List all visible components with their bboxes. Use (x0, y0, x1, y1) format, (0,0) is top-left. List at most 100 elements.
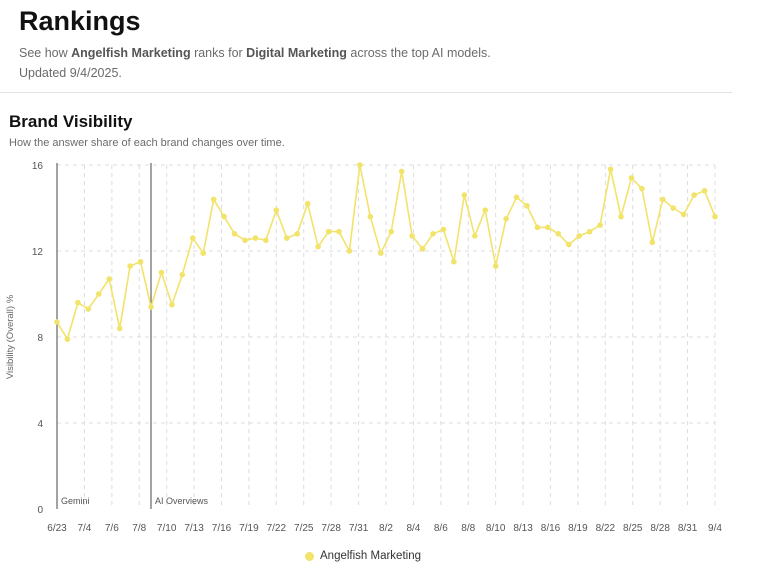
data-point[interactable] (712, 213, 718, 220)
header-divider (0, 92, 732, 93)
x-tick-label: 8/13 (513, 523, 533, 534)
y-tick-label: 8 (37, 333, 43, 344)
legend-label: Angelfish Marketing (320, 550, 421, 562)
topic-name: Digital Marketing (246, 46, 347, 60)
data-point[interactable] (576, 233, 583, 239)
data-point[interactable] (680, 211, 687, 218)
data-point[interactable] (451, 258, 457, 265)
data-point[interactable] (565, 241, 572, 248)
data-point[interactable] (440, 226, 447, 233)
x-tick-label: 7/13 (184, 523, 204, 534)
chart-subtitle: How the answer share of each brand chang… (9, 137, 285, 149)
annotation-label: AI Overviews (155, 496, 209, 506)
data-point[interactable] (555, 231, 562, 237)
data-point[interactable] (137, 258, 144, 265)
data-point[interactable] (75, 299, 81, 306)
x-tick-label: 8/4 (406, 523, 420, 534)
data-point[interactable] (158, 269, 165, 276)
data-point[interactable] (252, 235, 259, 241)
data-point[interactable] (409, 233, 415, 239)
x-tick-label: 8/19 (568, 523, 588, 534)
data-point[interactable] (419, 246, 426, 252)
chart-title: Brand Visibility (9, 112, 133, 131)
data-point[interactable] (294, 231, 301, 237)
chart-legend[interactable]: Angelfish Marketing (305, 550, 421, 562)
x-tick-label: 8/25 (623, 523, 643, 534)
data-point[interactable] (670, 205, 677, 211)
data-point[interactable] (503, 215, 509, 222)
data-point[interactable] (471, 233, 478, 239)
data-point[interactable] (85, 306, 92, 312)
data-point[interactable] (492, 263, 499, 269)
x-tick-label: 7/19 (239, 523, 259, 534)
data-point[interactable] (628, 175, 635, 181)
data-point[interactable] (273, 207, 280, 213)
data-point[interactable] (659, 196, 666, 203)
subtitle-prefix: See how (19, 46, 72, 60)
y-axis-label: Visibility (Overall) % (5, 294, 16, 379)
data-point[interactable] (169, 301, 175, 308)
x-tick-label: 6/23 (47, 523, 67, 534)
data-point[interactable] (210, 196, 217, 203)
data-point[interactable] (691, 192, 697, 198)
x-tick-label: 8/8 (461, 523, 475, 534)
x-tick-label: 7/16 (212, 523, 232, 534)
data-point[interactable] (482, 207, 489, 213)
data-point[interactable] (64, 336, 71, 342)
data-point[interactable] (189, 235, 196, 241)
data-point[interactable] (524, 203, 530, 209)
x-tick-label: 7/6 (105, 523, 119, 534)
y-tick-label: 0 (37, 505, 43, 516)
y-tick-label: 16 (32, 161, 44, 172)
data-point[interactable] (607, 166, 614, 173)
data-point[interactable] (336, 228, 342, 235)
data-point[interactable] (231, 231, 238, 237)
data-point[interactable] (398, 168, 405, 175)
data-point[interactable] (597, 222, 603, 228)
data-point[interactable] (388, 228, 395, 235)
data-point[interactable] (148, 304, 154, 310)
data-point[interactable] (221, 213, 227, 220)
data-point[interactable] (618, 213, 624, 220)
data-point[interactable] (430, 231, 436, 237)
data-point[interactable] (54, 319, 60, 325)
y-tick-label: 4 (37, 419, 43, 430)
data-point[interactable] (586, 228, 593, 235)
x-tick-label: 9/4 (708, 523, 722, 534)
data-point[interactable] (513, 194, 520, 201)
data-point[interactable] (242, 237, 248, 244)
data-point[interactable] (179, 271, 186, 278)
x-tick-label: 8/22 (596, 523, 616, 534)
data-point[interactable] (200, 250, 207, 256)
data-point[interactable] (461, 192, 468, 198)
data-point[interactable] (95, 291, 102, 297)
x-tick-label: 8/28 (650, 523, 670, 534)
data-point[interactable] (127, 263, 133, 269)
x-tick-label: 7/10 (157, 523, 177, 534)
data-point[interactable] (639, 185, 645, 192)
data-point[interactable] (263, 237, 269, 244)
series-line-angelfish-marketing (56, 164, 716, 340)
data-point[interactable] (283, 235, 290, 241)
page-subtitle: See how Angelfish Marketing ranks for Di… (19, 43, 491, 63)
x-tick-label: 7/22 (267, 523, 287, 534)
x-tick-label: 8/31 (678, 523, 698, 534)
data-point[interactable] (325, 228, 332, 235)
data-point[interactable] (701, 188, 708, 194)
data-point[interactable] (377, 250, 384, 256)
data-point[interactable] (534, 224, 541, 231)
data-point[interactable] (545, 224, 551, 231)
data-point[interactable] (367, 213, 374, 220)
brand-name: Angelfish Marketing (71, 46, 191, 60)
data-point[interactable] (346, 248, 353, 254)
x-tick-label: 8/6 (434, 523, 448, 534)
data-point[interactable] (315, 243, 321, 250)
data-point[interactable] (649, 239, 656, 246)
data-point[interactable] (116, 325, 123, 332)
annotation-label: Gemini (61, 496, 90, 506)
data-point[interactable] (106, 276, 113, 282)
data-point[interactable] (304, 200, 311, 207)
data-point[interactable] (357, 162, 363, 168)
y-tick-label: 12 (32, 247, 44, 258)
